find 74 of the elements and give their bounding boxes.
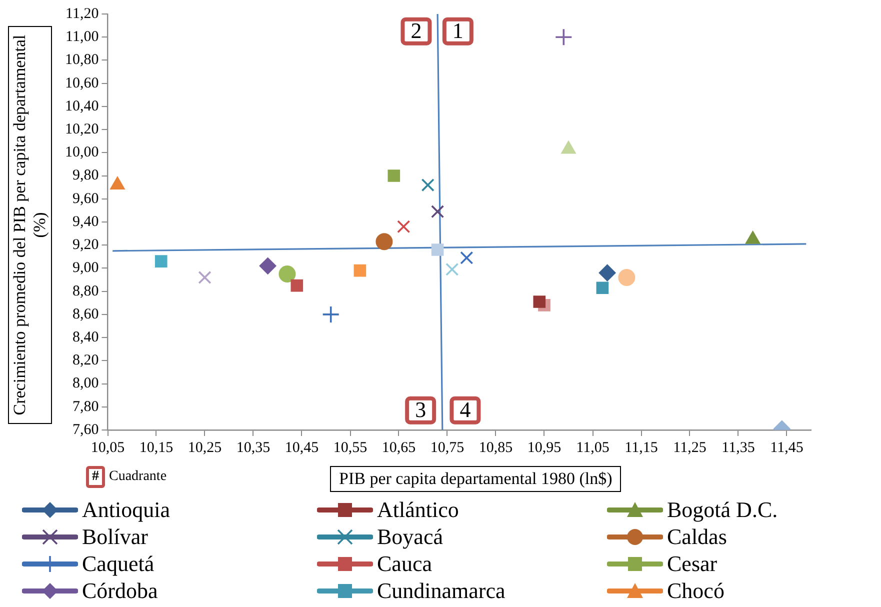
legend-label: Caldas [667,524,727,550]
legend-label: Boyacá [377,524,443,550]
y-tick-label: 9,80 [72,168,99,184]
x-tick-label: 10,75 [430,440,464,456]
x-tick-label: 11,35 [722,440,755,456]
point [533,296,546,308]
y-tick-label: 9,60 [72,190,99,207]
legend-label: Córdoba [82,578,158,604]
y-tick-label: 10,00 [65,144,99,161]
legend-label: Cundinamarca [377,578,506,604]
point [290,279,304,292]
y-tick-label: 10,20 [65,121,99,138]
point [376,233,393,250]
x-tick-label: 11,15 [624,440,658,456]
point [618,268,636,286]
point [354,264,366,277]
x-axis-title: PIB per capita departamental 1980 (ln$) [330,466,622,492]
y-tick-label: 9,40 [72,214,99,230]
point [460,251,474,264]
point [430,205,444,218]
y-tick-label: 8,20 [72,352,99,369]
y-tick-label: 8,60 [72,306,99,322]
point [154,255,168,268]
point [397,220,410,234]
y-tick-label: 9,00 [72,260,99,276]
legend-label: Caquetá [82,550,154,576]
legend-label: Cesar [667,550,718,576]
x-tick-label: 10,65 [382,440,416,456]
y-tick-label: 8,80 [72,283,99,300]
point [446,262,459,276]
point [278,266,296,282]
point [388,170,400,182]
x-tick-label: 10,55 [333,440,368,456]
x-tick-label: 10,85 [478,440,513,456]
legend-label: Bogotá D.C. [667,496,778,522]
annotation: 3 [415,397,426,422]
point [198,270,212,284]
y-axis-title: Crecimiento promedio del PIB per capita departamental (%) [8,26,52,424]
y-tick-label: 10,60 [65,75,99,92]
x-tick-label: 10,95 [527,440,562,456]
y-tick-label: 7,80 [72,398,99,415]
point [322,306,340,324]
legend-label: Chocó [667,578,724,604]
x-tick-label: 10,15 [139,440,174,456]
y-tick-label: 9,20 [72,237,99,254]
y-tick-label: 10,80 [65,52,99,68]
annotation: 1 [452,18,464,44]
x-tick-label: 10,05 [90,440,125,456]
x-tick-label: 10,25 [188,440,222,456]
y-tick-label: 7,60 [72,422,99,438]
x-tick-label: 10,45 [284,440,319,456]
y-tick-label: 8,40 [72,329,99,346]
point [259,257,276,274]
point [554,28,573,46]
point [598,264,616,282]
y-tick-label: 10,40 [65,98,99,114]
point [421,178,434,192]
text: # [86,466,105,488]
point [596,282,609,294]
legend-label: Bolívar [82,524,148,550]
x-tick-label: 11,45 [770,440,804,456]
x-tick-label: 11,25 [673,440,706,456]
x-tick-label: 11,05 [576,440,610,456]
annotation: 2 [410,18,422,44]
legend-label: Cauca [377,550,432,576]
x-tick-label: 10,35 [236,440,270,456]
annotation: 4 [460,397,471,422]
legend-label: Antioquia [82,496,170,522]
y-tick-label: 11,00 [66,29,99,46]
legend-label: Atlántico [377,496,459,522]
y-tick-label: 11,20 [66,6,99,22]
y-tick-label: 8,00 [72,376,99,392]
point [431,244,444,256]
text: Cuadrante [109,469,167,485]
